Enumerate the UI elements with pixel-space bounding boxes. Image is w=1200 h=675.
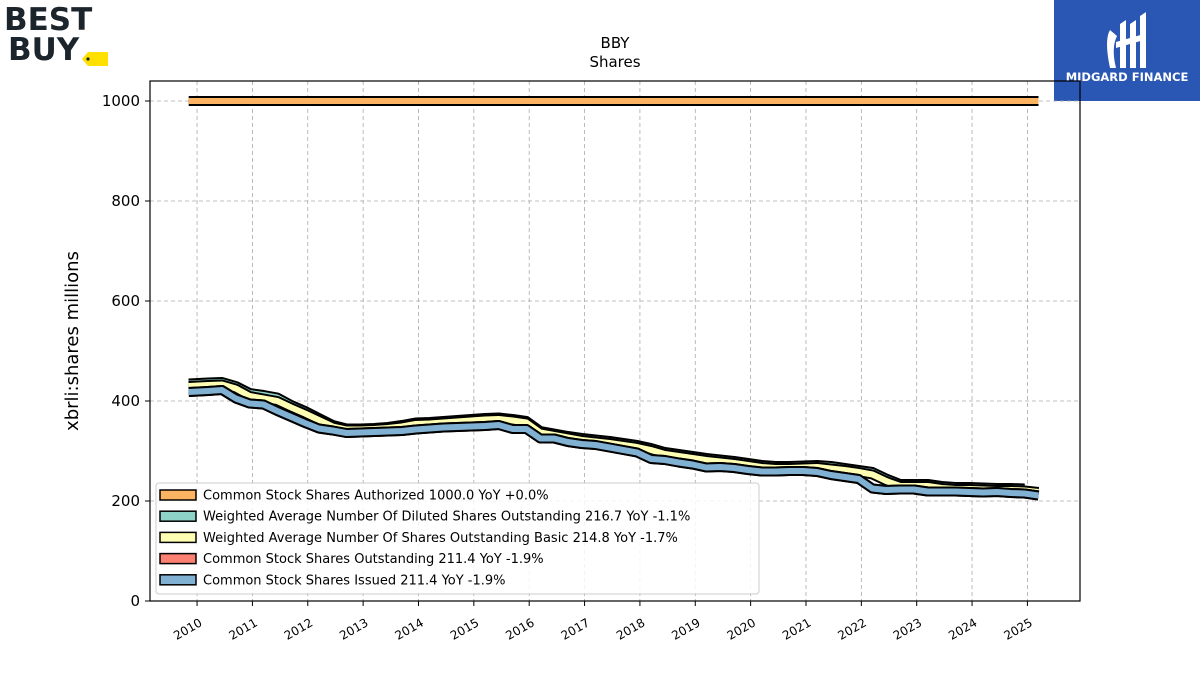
x-tick-label: 2021: [780, 615, 813, 642]
bestbuy-tag-icon: [82, 52, 108, 66]
y-tick-label: 1000: [102, 92, 140, 110]
midgard-logo-text: MIDGARD FINANCE: [1066, 70, 1189, 84]
chart-legend: Common Stock Shares Authorized 1000.0 Yo…: [155, 482, 760, 595]
chart-title: BBY: [601, 34, 631, 52]
legend-swatch: [159, 510, 197, 522]
bestbuy-logo-graphic: BEST BUY: [4, 2, 108, 68]
x-tick-label: 2024: [946, 615, 979, 642]
y-tick-label: 200: [111, 492, 140, 510]
y-axis-label: xbrli:shares millions: [62, 251, 83, 431]
legend-entry: Common Stock Shares Authorized 1000.0 Yo…: [203, 489, 549, 504]
legend-swatch: [159, 552, 197, 565]
x-tick-label: 2020: [725, 615, 758, 642]
x-tick-label: 2011: [226, 615, 259, 642]
x-tick-label: 2017: [559, 615, 592, 642]
plot-frame: [149, 80, 1081, 602]
bestbuy-logo-line1: BEST: [4, 2, 92, 38]
series-layer: [188, 96, 1040, 501]
x-tick-label: 2012: [282, 615, 315, 642]
midgard-logo-graphic: MIDGARD FINANCE: [1066, 12, 1189, 84]
series-outline-1: [188, 377, 1025, 494]
chart-subtitle: Shares: [589, 53, 640, 71]
x-tick-label: 2015: [448, 615, 481, 642]
x-tick-label: 2010: [171, 615, 204, 642]
x-tick-label: 2025: [1001, 615, 1034, 642]
legend-entry: Common Stock Shares Outstanding 211.4 Yo…: [203, 552, 544, 567]
y-tick-label: 800: [111, 192, 140, 210]
bestbuy-tag-hole-icon: [86, 57, 90, 61]
bestbuy-logo: BEST BUY: [4, 2, 116, 70]
legend-entry: Weighted Average Number Of Diluted Share…: [203, 510, 690, 525]
x-tick-label: 2018: [614, 615, 647, 642]
y-tick-label: 0: [130, 592, 140, 610]
x-tick-label: 2023: [891, 615, 924, 642]
x-tick-label: 2022: [835, 615, 868, 642]
bestbuy-logo-line2: BUY: [8, 32, 80, 68]
x-tick-label: 2013: [337, 615, 370, 642]
x-tick-label: 2019: [669, 615, 702, 642]
series-line-4: [188, 387, 1039, 499]
x-axis-ticks: 2010 2011 2012 2013 2014 2015 2016 2017 2018 2019…: [171, 601, 1035, 643]
legend-swatch: [159, 574, 197, 586]
y-tick-label: 400: [111, 392, 140, 410]
x-tick-label: 2016: [503, 615, 536, 642]
legend-swatch: [159, 489, 197, 501]
legend-box: [155, 482, 760, 595]
y-tick-label: 600: [111, 292, 140, 310]
series-line-1: [188, 379, 1025, 492]
legend-swatch: [159, 531, 197, 544]
y-axis-ticks: 0 200 400 600 800 1000: [102, 92, 150, 610]
legend-entry: Weighted Average Number Of Shares Outsta…: [203, 531, 678, 546]
legend-entry: Common Stock Shares Issued 211.4 YoY -1.…: [203, 573, 506, 588]
x-tick-label: 2014: [393, 615, 426, 642]
midgard-emblem-icon: [1107, 12, 1146, 68]
midgard-finance-logo: MIDGARD FINANCE: [1054, 0, 1200, 101]
